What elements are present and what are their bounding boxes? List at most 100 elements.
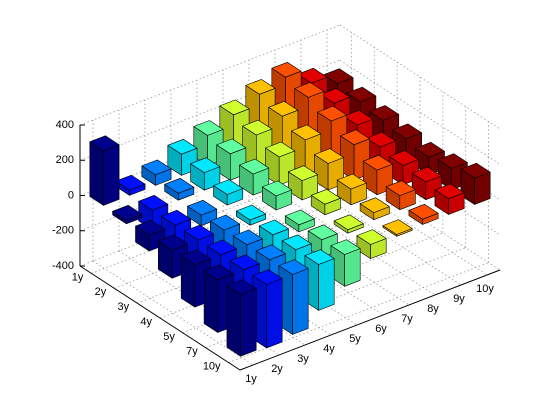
x-tick-label: 6y [375,323,387,335]
bar-face [362,154,393,171]
bar-face [268,101,299,117]
bar-face [414,142,445,158]
axis-line [79,265,241,371]
bar-face [164,178,195,194]
bar-face [365,131,397,148]
bar-face [216,138,247,155]
bar [313,148,345,191]
z-tick-label: -400 [52,260,74,272]
bar [115,174,146,196]
grid-line [182,232,444,334]
row-tick-label: 1y [72,271,84,283]
bar [460,162,491,205]
bar [385,180,416,210]
bar [213,179,244,206]
bar-face [266,278,283,349]
bar-face [344,248,361,287]
bar [164,178,195,201]
bar-face [437,153,468,169]
bar [287,165,319,201]
bar-face [297,67,328,84]
bar [112,205,143,225]
x-tick-label: 1y [245,373,257,385]
bar-face [310,189,341,205]
bar-face [391,123,423,140]
bar-face [278,259,309,275]
bar-face [229,254,260,271]
bar-face [336,173,367,190]
bar-face [318,258,335,311]
bar [330,239,361,287]
bar-face [388,150,419,166]
x-tick-label: 4y [323,343,335,355]
bar-face [265,141,296,158]
bar-face [287,165,319,181]
grid-line [79,24,341,126]
bar-face [193,120,224,136]
bar-face [161,209,192,226]
bar-face [203,264,234,281]
bar-face [203,270,219,333]
bar [239,158,270,196]
bar-face [313,148,345,164]
z-tick-label: 0 [68,189,74,201]
bar-face [210,214,240,231]
bar-face [89,141,104,206]
bar [89,135,120,206]
bar [408,204,439,225]
bar-face [187,199,218,216]
bar-face [434,183,465,199]
bar-face [304,249,335,265]
x-tick-label: 3y [297,353,309,365]
bar-face [320,88,351,104]
bar-face [240,288,257,357]
row-tick-label: 10y [203,360,221,372]
grid-line [205,247,466,349]
bar [310,189,341,216]
bar [356,229,387,259]
bar [278,259,309,335]
bar-face [255,244,286,261]
z-tick-label: 400 [56,119,74,131]
bar [261,180,293,211]
bar-face [292,268,309,335]
bar-face [252,269,283,285]
bar-face [138,195,169,211]
bar-face [180,249,211,266]
bar [226,279,257,357]
bar-face [323,68,354,84]
bar-face [356,229,387,245]
bar-face [219,99,250,116]
bar-face [236,204,267,221]
bar-face [89,135,120,151]
bar [304,249,335,311]
row-tick-label: 2y [95,286,107,298]
bar-face [226,285,241,357]
bar-face [339,129,371,145]
bar-face [411,166,442,183]
z-tick-label: 200 [56,154,74,166]
bar-face [206,239,237,256]
bar-face [135,219,166,236]
bar-face [385,180,416,196]
bar [382,219,413,237]
bar-face [460,162,491,179]
bar-face [333,214,364,230]
bar-face [141,159,172,176]
x-tick-label: 8y [427,303,439,315]
bar [190,157,221,191]
bar [333,214,364,234]
bar-face [167,139,198,155]
bar-face [190,157,221,173]
bar [265,141,296,186]
z-tick-label: -200 [52,225,74,237]
bar-face [307,224,338,240]
bar-face [258,219,289,236]
bar-face [281,234,312,250]
row-tick-label: 3y [118,301,130,313]
bar-face [343,109,374,126]
bar-face [242,119,273,136]
row-tick-label: 4y [140,316,152,328]
bar [359,197,390,220]
